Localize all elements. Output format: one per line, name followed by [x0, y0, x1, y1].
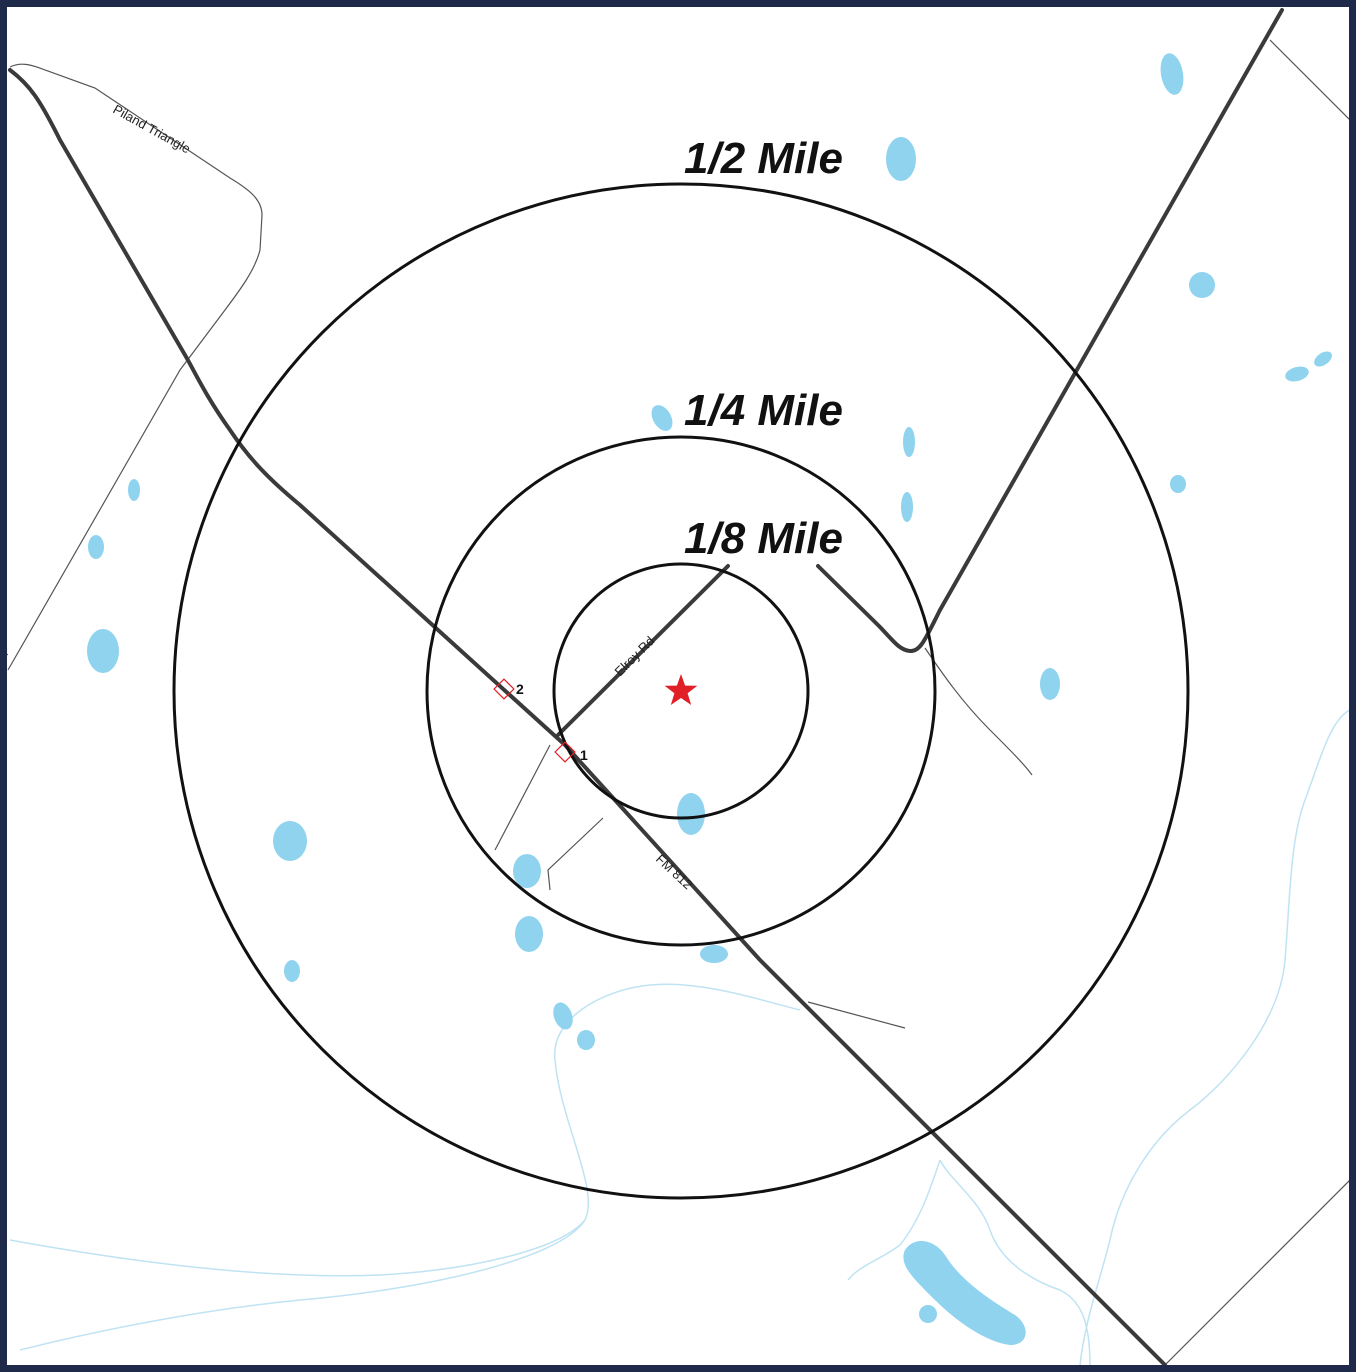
- site-label: 2: [516, 681, 524, 697]
- pond: [553, 1002, 573, 1030]
- pond: [901, 492, 913, 522]
- pond: [515, 916, 543, 952]
- site-label: 1: [580, 747, 588, 763]
- site-1[interactable]: 1: [554, 741, 588, 763]
- pond: [651, 405, 673, 431]
- pond: [903, 427, 915, 457]
- pond: [513, 854, 541, 888]
- ring-label-eighth-mile: 1/8 Mile: [684, 514, 843, 563]
- ring-label-quarter-mile: 1/4 Mile: [684, 386, 843, 435]
- fm812-road: [8, 68, 1167, 1365]
- lake: [903, 1240, 1026, 1345]
- ring-eighth-mile: [552, 562, 810, 820]
- stream-south: [9, 983, 801, 1277]
- road-label-piland-triangle: Piland Triangle: [111, 102, 193, 157]
- driveway-b: [547, 817, 604, 891]
- road-label-edge-fragment: Rd: [0, 648, 11, 670]
- pond: [577, 1030, 595, 1050]
- buffer-rings: [172, 182, 1190, 1200]
- site-2[interactable]: 2: [493, 678, 524, 700]
- stream-southwest: [19, 1219, 586, 1351]
- elroy-road: [556, 564, 730, 737]
- stub-northeast: [1269, 39, 1349, 120]
- pond: [677, 793, 705, 835]
- pond: [1314, 351, 1332, 367]
- streams: [9, 709, 1349, 1365]
- pond: [1285, 366, 1309, 382]
- pond: [1189, 272, 1215, 298]
- pond: [284, 960, 300, 982]
- pond: [919, 1305, 937, 1323]
- road-label-fm812: FM 812: [653, 851, 695, 892]
- driveway-a: [494, 744, 551, 851]
- major-roads: [8, 8, 1284, 1365]
- pond: [88, 535, 104, 559]
- pond: [1160, 53, 1184, 95]
- site-marker: [554, 741, 576, 763]
- water-bodies: [87, 53, 1332, 1345]
- stub-southeast: [1164, 1180, 1349, 1365]
- star-icon: [664, 674, 698, 705]
- ring-half-mile: [172, 182, 1190, 1200]
- piland-triangle-road: [7, 63, 263, 671]
- pond: [1170, 475, 1186, 493]
- minor-roads: [7, 39, 1349, 1365]
- ring-label-half-mile: 1/2 Mile: [684, 134, 843, 183]
- site-marker: [493, 678, 515, 700]
- lane-fm812-east: [807, 1001, 906, 1029]
- pond: [700, 945, 728, 963]
- stream-center: [847, 1159, 941, 1281]
- ring-quarter-mile: [425, 435, 937, 947]
- road-label-elroy: Elroy Rd: [612, 633, 658, 679]
- pond: [1040, 668, 1060, 700]
- pond: [886, 137, 916, 181]
- pond: [128, 479, 140, 501]
- east-road: [816, 8, 1284, 653]
- stream-southeast: [939, 1159, 1091, 1365]
- stream-east: [1079, 709, 1349, 1365]
- lane-east: [924, 647, 1033, 776]
- pond: [273, 821, 307, 861]
- pond: [87, 629, 119, 673]
